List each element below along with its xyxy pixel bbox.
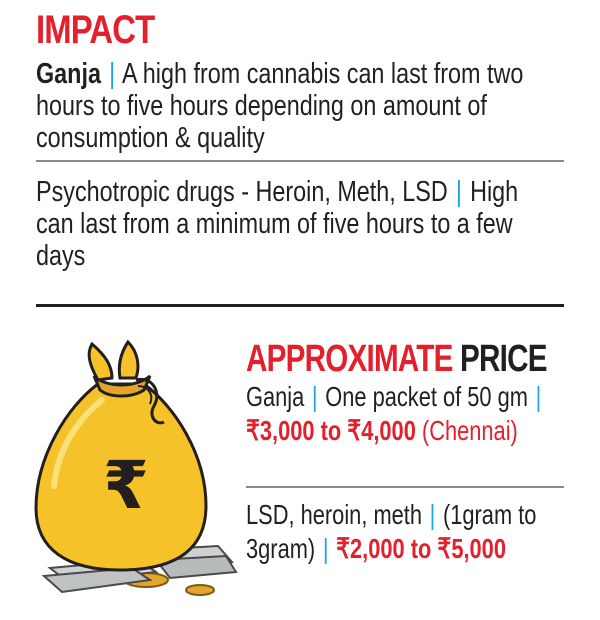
separator: | [535,381,542,412]
money-bag-icon: ₹ [34,339,238,596]
ganja-price-label: Ganja [246,381,305,412]
separator: | [109,58,116,90]
section-divider [36,304,564,307]
separator: | [429,499,436,530]
ganja-impact-paragraph: Ganja | A high from cannabis can last fr… [36,58,561,154]
lsd-price-paragraph: LSD, heroin, meth | (1gram to 3gram) | ₹… [246,498,558,566]
ganja-impact-text: A high from cannabis can last from two h… [36,58,524,154]
separator: | [455,176,462,208]
price-title-red: APPROXIMATE [246,338,453,380]
ganja-price-city: (Chennai) [421,415,518,446]
rupee-symbol: ₹ [103,447,149,524]
divider [246,486,564,488]
ganja-price-desc: One packet of 50 gm [325,381,528,412]
separator: | [322,533,329,564]
separator: | [311,381,318,412]
lsd-price-label: LSD, heroin, meth [246,499,423,530]
impact-title: IMPACT [36,8,155,52]
coin-icon [185,584,215,596]
lsd-price-value: ₹2,000 to ₹5,000 [336,533,506,564]
divider [36,160,564,162]
ganja-impact-label: Ganja [36,58,101,90]
psychotropic-impact-text: High can last from a minimum of five hou… [36,176,519,272]
psychotropic-impact-paragraph: Psychotropic drugs - Heroin, Meth, LSD |… [36,176,561,272]
ganja-price-paragraph: Ganja | One packet of 50 gm | ₹3,000 to … [246,380,558,448]
lsd-price-desc: (1gram to 3gram) [246,499,537,564]
price-title: APPROXIMATE PRICE [246,338,548,381]
price-title-dark: PRICE [460,338,547,380]
psychotropic-impact-label: Psychotropic drugs - Heroin, Meth, LSD [36,176,448,208]
ganja-price-value: ₹3,000 to ₹4,000 [246,415,416,446]
